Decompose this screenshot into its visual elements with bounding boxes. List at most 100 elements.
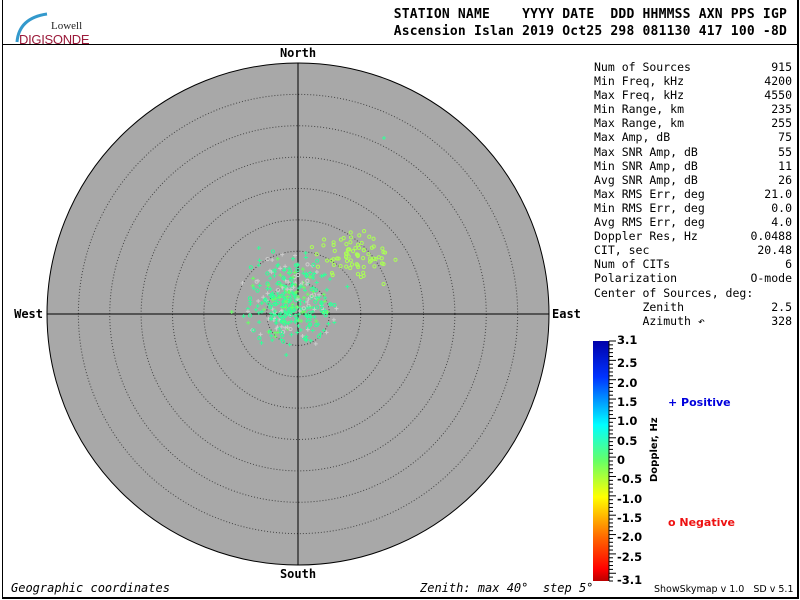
source-point	[293, 313, 298, 319]
skymap-plot: North South East West	[14, 46, 581, 581]
source-point	[317, 294, 322, 299]
source-point	[273, 320, 278, 325]
source-point	[298, 327, 303, 332]
source-point	[315, 258, 320, 263]
doppler-colorbar	[593, 340, 616, 582]
source-point	[285, 294, 290, 299]
source-point	[303, 250, 308, 255]
source-point	[257, 336, 262, 341]
source-point	[280, 252, 285, 257]
source-point	[309, 293, 314, 299]
source-point	[345, 251, 350, 257]
source-point	[393, 257, 398, 262]
source-point	[313, 288, 318, 293]
source-point	[257, 320, 262, 325]
source-point	[250, 283, 255, 288]
stat-label: Doppler Res, Hz	[594, 229, 698, 244]
legend-negative: o Negative	[668, 516, 735, 529]
source-point	[259, 340, 264, 345]
source-point	[274, 317, 279, 322]
stat-label: Num of Sources	[594, 60, 691, 74]
stat-value: 20.48	[757, 243, 792, 258]
legend-positive: + Positive	[668, 396, 731, 409]
source-point	[304, 282, 309, 287]
source-point	[295, 304, 300, 309]
source-point	[301, 306, 306, 311]
source-point	[305, 327, 310, 332]
stat-row: Avg RMS Err, deg 4.0	[594, 215, 792, 229]
source-point	[332, 302, 337, 308]
source-point	[331, 242, 336, 248]
source-point	[301, 285, 306, 290]
source-point	[297, 286, 302, 291]
source-point	[367, 256, 373, 261]
source-point	[296, 323, 301, 328]
source-point	[314, 252, 319, 257]
stat-label: Max Range, km	[594, 116, 685, 131]
source-point	[311, 276, 316, 281]
colorbar-tick-label: -1.0	[617, 491, 643, 506]
stat-row: Azimuth ↶ 328	[594, 314, 792, 328]
source-point	[283, 325, 288, 330]
colorbar-tick-label: -1.5	[617, 511, 643, 526]
source-point	[332, 248, 337, 253]
source-point	[305, 300, 310, 305]
source-point	[316, 334, 322, 339]
source-point	[349, 262, 355, 267]
stat-row: Max Amp, dB 75	[594, 130, 792, 144]
source-point	[283, 313, 288, 318]
stat-value: 26	[778, 172, 792, 187]
plot-frame	[2, 44, 799, 599]
source-point	[304, 272, 309, 277]
source-point	[317, 292, 322, 297]
source-point	[267, 268, 272, 273]
stat-value: 6	[785, 257, 792, 272]
colorbar-tick-label: 2.5	[617, 356, 638, 371]
source-point	[381, 281, 386, 287]
source-point	[298, 298, 303, 303]
colorbar-tick-label: 1.5	[617, 394, 638, 409]
source-point	[271, 313, 276, 318]
source-point	[314, 280, 319, 285]
source-point	[382, 136, 386, 140]
stat-label: Max Amp, dB	[594, 130, 671, 145]
source-point	[302, 295, 307, 300]
stat-row: Polarization O-mode	[594, 271, 792, 285]
stat-row: Min RMS Err, deg 0.0	[594, 201, 792, 215]
source-point	[273, 334, 278, 339]
stat-label: Min SNR Amp, dB	[594, 158, 698, 173]
source-point	[327, 302, 332, 307]
source-point	[277, 326, 282, 331]
version-label: ShowSkymap v 1.0 SD v 5.1	[654, 584, 794, 595]
source-point	[331, 240, 336, 245]
source-point	[251, 328, 256, 333]
source-point	[381, 261, 386, 267]
source-point	[268, 311, 273, 316]
source-point	[268, 329, 273, 334]
source-point	[261, 295, 266, 300]
source-point	[381, 250, 386, 255]
source-point	[309, 244, 314, 250]
legend-negative-label: Negative	[679, 516, 736, 529]
source-point	[288, 276, 293, 281]
colorbar-tick-label: -2.0	[617, 530, 643, 545]
source-point	[371, 236, 376, 241]
stat-label: Polarization	[594, 271, 678, 286]
source-point	[350, 249, 356, 254]
source-point	[241, 314, 246, 319]
source-point	[282, 276, 287, 281]
source-point	[321, 328, 326, 333]
source-point	[344, 264, 349, 269]
source-point	[295, 267, 300, 273]
stat-row: CIT, sec 20.48	[594, 243, 792, 257]
legend-positive-label: Positive	[681, 396, 731, 409]
source-point	[279, 330, 284, 335]
source-point	[361, 256, 366, 261]
stat-value: 255	[771, 116, 792, 131]
source-point	[255, 278, 260, 283]
stat-value: 0.0488	[750, 229, 792, 244]
source-point	[314, 322, 319, 328]
source-point	[303, 255, 308, 260]
source-point	[287, 342, 292, 347]
source-point	[295, 330, 300, 335]
